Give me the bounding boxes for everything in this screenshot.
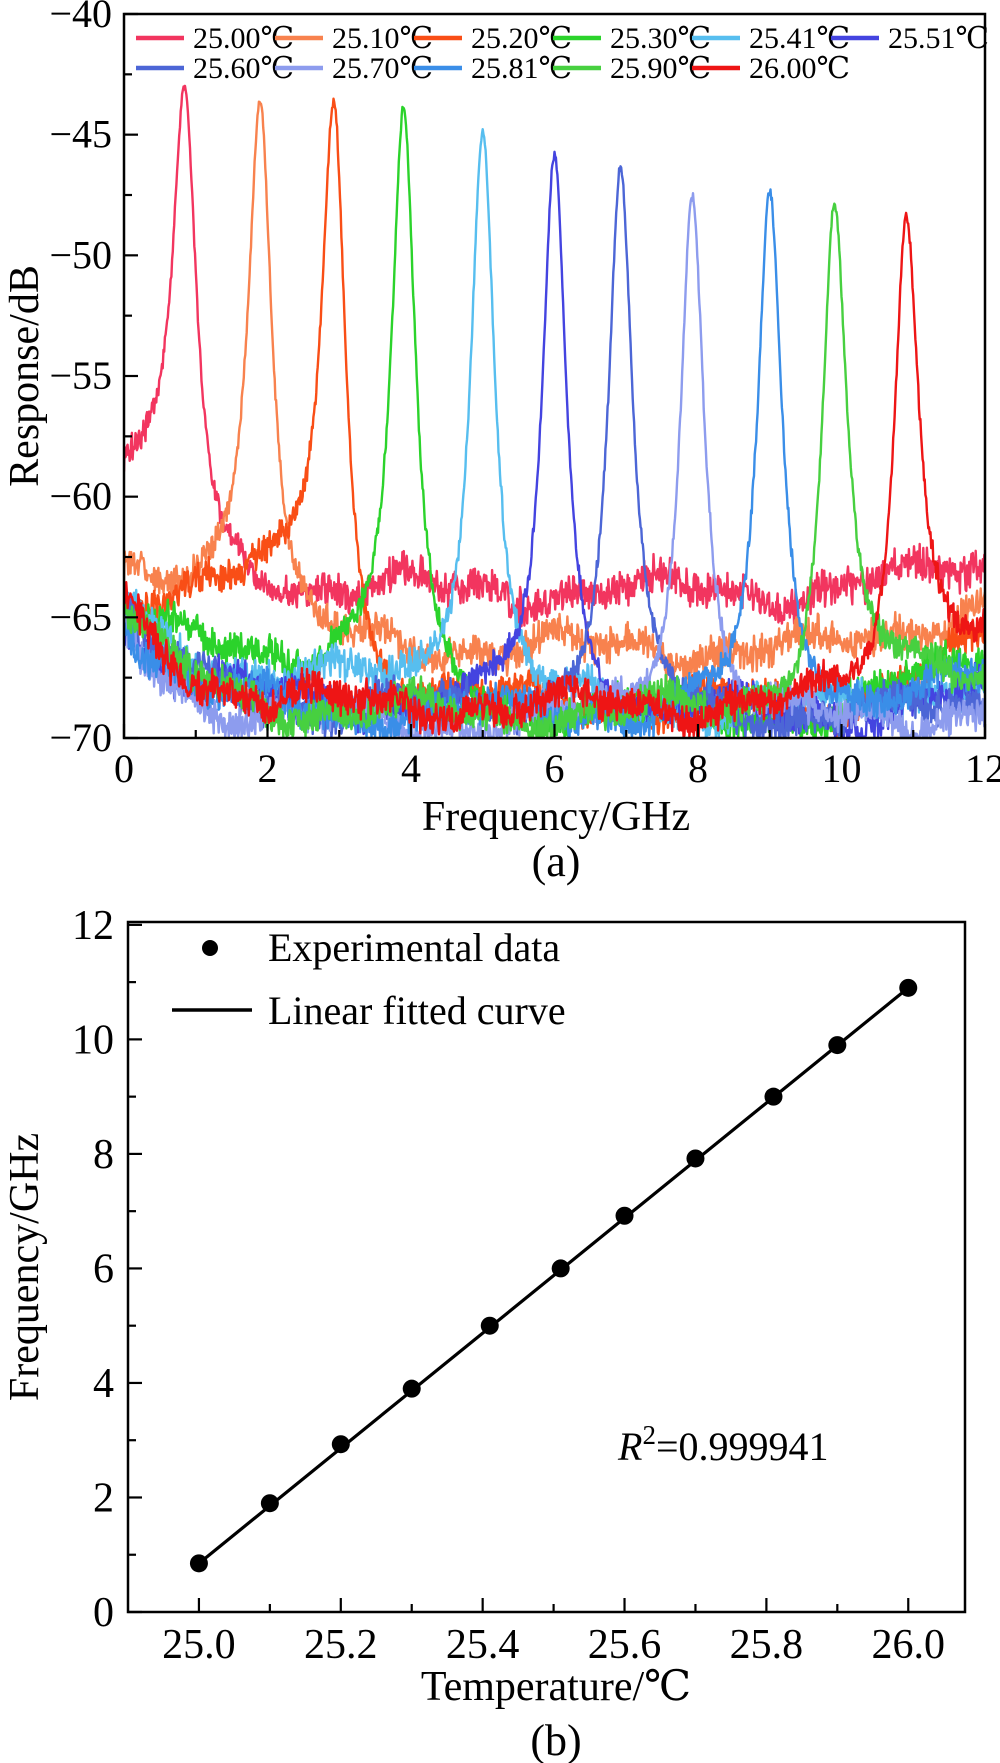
- a-y-tick-label: −50: [49, 232, 112, 277]
- data-point: [402, 1379, 421, 1398]
- b-y-tick-label: 4: [93, 1361, 114, 1407]
- caption-b: (b): [530, 1716, 581, 1763]
- b-y-tick-label: 10: [72, 1017, 114, 1063]
- a-y-tick-label: −70: [49, 715, 112, 760]
- b-x-tick-label: 25.2: [304, 1622, 378, 1668]
- legend-fit-line-label: Linear fitted curve: [268, 988, 566, 1033]
- a-x-tick-label: 2: [258, 746, 278, 791]
- a-x-tick-label: 8: [688, 746, 708, 791]
- spectrum-curve-2510: [124, 100, 985, 684]
- b-x-tick-label: 25.0: [162, 1622, 236, 1668]
- a-x-tick-label: 12: [965, 746, 1000, 791]
- caption-a: (a): [532, 837, 581, 886]
- a-x-axis-title: Frequency/GHz: [422, 794, 690, 840]
- data-point: [764, 1087, 783, 1106]
- b-y-tick-label: 12: [72, 903, 114, 949]
- data-point: [615, 1206, 634, 1225]
- a-x-tick-label: 6: [545, 746, 565, 791]
- b-x-axis-title: Temperature/℃: [421, 1664, 691, 1710]
- data-point: [331, 1435, 350, 1454]
- b-y-tick-label: 8: [93, 1132, 114, 1178]
- experimental-points: [189, 978, 918, 1573]
- spectrum-curve-2600: [124, 211, 985, 738]
- b-x-tick-label: 25.8: [730, 1622, 804, 1668]
- a-y-tick-label: −55: [49, 353, 112, 398]
- b-ticks: [128, 923, 910, 1614]
- panel-b: 25.0 25.2 25.4 25.6 25.8 26.0 0 2 4 6 8 10 12: [72, 903, 967, 1668]
- fitted-line: [197, 986, 910, 1565]
- data-point: [899, 978, 918, 997]
- legend-experimental-label: Experimental data: [268, 925, 560, 970]
- spectrum-curve-2581: [124, 188, 985, 738]
- a-y-tick-label: −40: [49, 0, 112, 36]
- b-y-tick-label: 0: [93, 1590, 114, 1636]
- spectrum-curve-2500: [124, 84, 985, 628]
- b-x-tick-label: 25.6: [588, 1622, 662, 1668]
- a-ticks: [122, 12, 987, 740]
- a-legend-label: 26.00℃: [749, 52, 850, 85]
- a-x-tick-label: 0: [114, 746, 134, 791]
- data-point: [189, 1554, 208, 1573]
- panel-a: 0 2 4 6 8 10 12 −40 −45 −50 −55 −60 −65 −70 25.00℃ 25.1…: [49, 0, 1000, 791]
- b-x-tick-label: 26.0: [872, 1622, 946, 1668]
- r-squared-symbol: R: [617, 1424, 642, 1469]
- r-squared-value: =0.999941: [656, 1424, 829, 1469]
- a-y-axis-title: Response/dB: [2, 265, 48, 487]
- b-y-tick-label: 6: [93, 1246, 114, 1292]
- r-squared-annotation: R2=0.999941: [617, 1420, 829, 1469]
- b-y-tick-label: 2: [93, 1475, 114, 1521]
- data-point: [828, 1036, 847, 1055]
- a-x-tick-label: 10: [822, 746, 862, 791]
- data-point: [480, 1316, 499, 1335]
- data-point: [686, 1149, 705, 1168]
- a-y-tick-label: −65: [49, 594, 112, 639]
- b-plot-frame: [126, 920, 967, 1614]
- data-point: [260, 1494, 279, 1513]
- spectra-curves: [124, 84, 985, 738]
- a-y-tick-label: −45: [49, 112, 112, 157]
- a-legend: 25.00℃ 25.10℃ 25.20℃ 25.30℃ 25.41℃ 25.51℃25.6…: [136, 22, 989, 85]
- b-x-tick-label: 25.4: [446, 1622, 520, 1668]
- r-squared-exponent: 2: [642, 1420, 656, 1450]
- a-x-tick-label: 4: [401, 746, 421, 791]
- b-y-axis-title: Frequency/GHz: [2, 1133, 48, 1401]
- a-y-tick-label: −60: [49, 474, 112, 519]
- data-point: [551, 1259, 570, 1278]
- a-legend-label: 25.51℃: [888, 22, 989, 55]
- legend-experimental-marker: [202, 940, 218, 956]
